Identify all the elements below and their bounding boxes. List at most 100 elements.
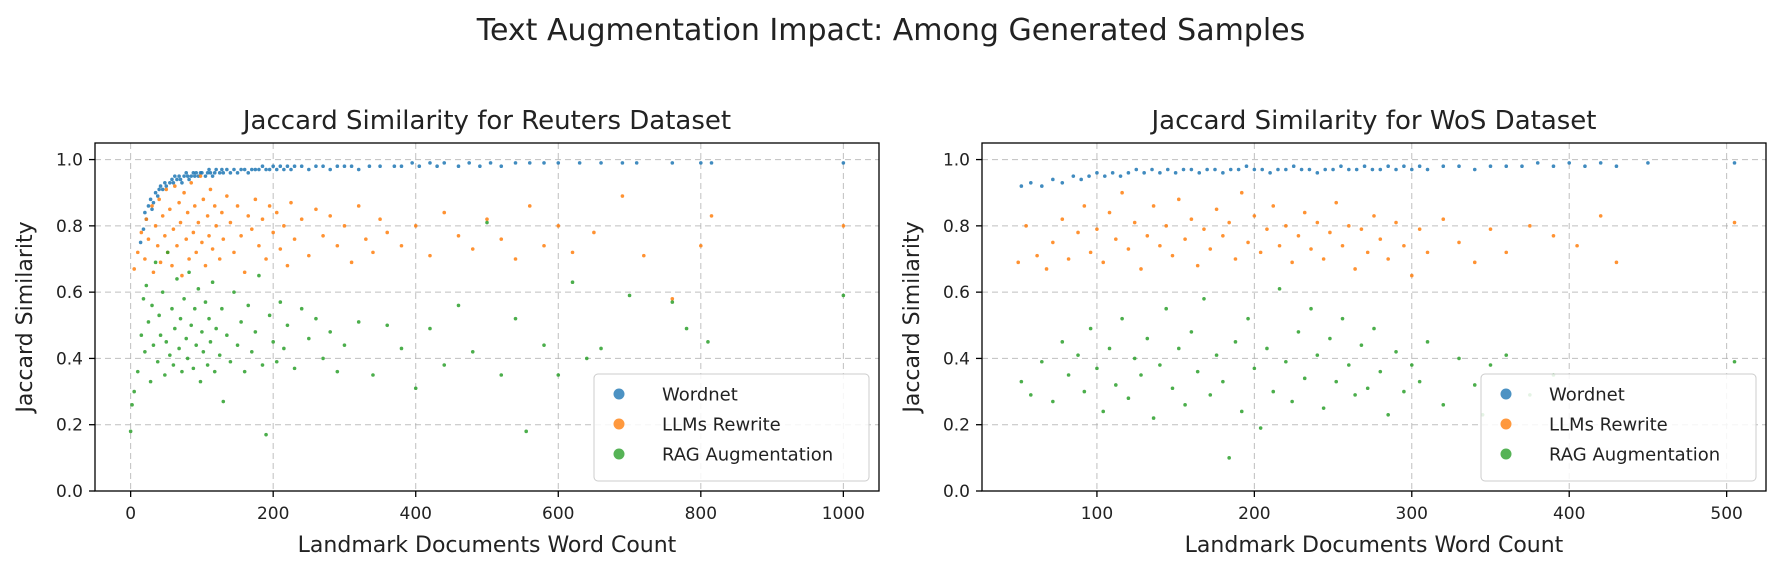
data-point xyxy=(1394,167,1398,172)
data-point xyxy=(1614,164,1619,168)
data-point xyxy=(399,243,404,248)
data-point xyxy=(253,167,258,172)
data-point xyxy=(155,243,160,248)
data-point xyxy=(1296,330,1301,334)
data-point xyxy=(499,373,504,377)
data-point xyxy=(1132,356,1137,361)
data-point xyxy=(180,369,184,374)
data-point xyxy=(670,300,675,304)
data-point xyxy=(1019,379,1024,384)
data-point xyxy=(175,177,179,182)
data-point xyxy=(221,237,226,241)
data-point xyxy=(180,273,184,278)
data-point xyxy=(1051,240,1055,245)
data-point xyxy=(1284,359,1288,364)
reuters-series-rag-augmentation xyxy=(128,220,846,437)
data-point xyxy=(1315,171,1320,175)
data-point xyxy=(143,210,147,215)
data-point xyxy=(314,164,318,168)
data-point xyxy=(198,174,203,178)
data-point xyxy=(192,174,197,178)
data-point xyxy=(157,187,161,192)
data-point xyxy=(170,177,174,182)
data-point xyxy=(1504,353,1509,357)
data-point xyxy=(1142,171,1146,175)
data-point xyxy=(428,161,432,165)
data-point xyxy=(143,350,147,354)
data-point xyxy=(155,194,160,198)
data-point xyxy=(478,164,482,168)
data-point xyxy=(1457,240,1461,245)
data-point xyxy=(1732,220,1737,225)
data-point xyxy=(173,184,177,188)
data-point xyxy=(1233,340,1238,344)
data-point xyxy=(1359,227,1364,231)
data-point xyxy=(542,343,546,347)
data-point xyxy=(285,263,290,268)
data-point xyxy=(171,180,176,185)
reuters-plot-frame xyxy=(94,142,880,492)
data-point xyxy=(191,230,196,235)
data-point xyxy=(212,369,217,374)
data-point xyxy=(1150,167,1154,172)
data-point xyxy=(1378,167,1383,172)
wos-y-tick-label: 0.0 xyxy=(943,482,970,502)
data-point xyxy=(1088,250,1093,255)
data-point xyxy=(146,320,151,324)
data-point xyxy=(163,180,167,185)
data-point xyxy=(1551,164,1556,168)
data-point xyxy=(196,220,201,225)
data-point xyxy=(194,343,199,347)
data-point xyxy=(1614,260,1619,265)
data-point xyxy=(1276,167,1280,172)
data-point xyxy=(556,224,561,228)
data-point xyxy=(670,296,675,301)
data-point xyxy=(342,224,347,228)
data-point xyxy=(1221,234,1225,238)
data-point xyxy=(242,369,247,374)
data-point xyxy=(307,167,311,172)
data-point xyxy=(485,220,489,225)
data-point xyxy=(1258,426,1263,430)
data-point xyxy=(1239,409,1244,414)
data-point xyxy=(165,250,170,255)
data-point xyxy=(155,359,160,364)
data-point xyxy=(232,290,236,294)
data-point xyxy=(1246,240,1250,245)
data-point xyxy=(205,171,210,175)
data-point xyxy=(592,230,596,235)
data-point xyxy=(200,330,204,334)
data-point xyxy=(1208,247,1213,251)
data-point xyxy=(178,177,183,182)
data-point xyxy=(201,197,206,202)
data-point xyxy=(307,336,311,341)
data-point xyxy=(442,161,447,165)
data-point xyxy=(1244,164,1249,168)
wos-legend-entry: RAG Augmentation xyxy=(1549,445,1720,466)
data-point xyxy=(356,320,361,324)
wos-y-tick-label: 0.8 xyxy=(943,217,970,237)
data-point xyxy=(328,214,333,218)
data-point xyxy=(1095,227,1099,231)
data-point xyxy=(198,379,203,384)
reuters-y-tick-label: 0.2 xyxy=(56,416,83,436)
data-point xyxy=(542,161,546,165)
data-point xyxy=(250,350,254,354)
reuters-x-tick-label: 800 xyxy=(685,504,717,524)
data-point xyxy=(699,161,703,165)
data-point xyxy=(264,432,268,437)
data-point xyxy=(841,224,846,228)
reuters-x-tick-label: 400 xyxy=(400,504,432,524)
data-point xyxy=(1551,234,1556,238)
data-point xyxy=(428,253,432,258)
wos-legend-entry: Wordnet xyxy=(1549,385,1625,406)
data-point xyxy=(289,167,293,172)
data-point xyxy=(282,224,286,228)
data-point xyxy=(1732,359,1737,364)
data-point xyxy=(1441,403,1446,407)
data-point xyxy=(225,167,229,172)
data-point xyxy=(232,167,236,172)
data-point xyxy=(264,167,268,172)
data-point xyxy=(1265,227,1269,231)
data-point xyxy=(260,363,265,367)
